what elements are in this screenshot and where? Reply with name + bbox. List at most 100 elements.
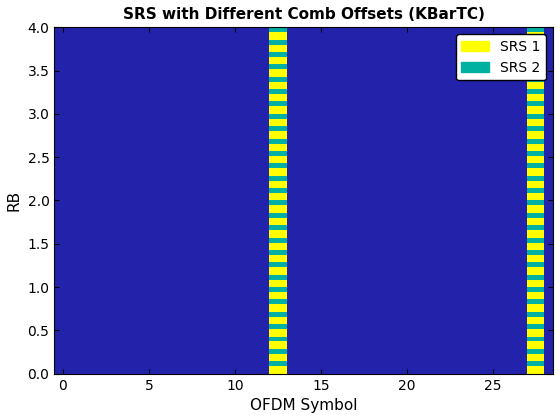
Bar bbox=[269, 280, 287, 287]
Bar bbox=[528, 27, 544, 32]
Bar bbox=[528, 225, 544, 230]
Bar bbox=[269, 366, 287, 374]
Bar bbox=[269, 275, 287, 280]
Bar bbox=[269, 64, 287, 69]
Bar bbox=[269, 230, 287, 238]
Bar bbox=[528, 349, 544, 354]
Bar bbox=[269, 354, 287, 361]
Bar bbox=[269, 255, 287, 262]
Bar bbox=[528, 354, 544, 361]
Bar bbox=[528, 39, 544, 45]
Bar bbox=[528, 238, 544, 242]
Bar bbox=[269, 156, 287, 163]
Bar bbox=[528, 205, 544, 213]
Bar bbox=[269, 188, 287, 193]
Bar bbox=[269, 238, 287, 242]
Bar bbox=[269, 304, 287, 312]
Bar bbox=[528, 94, 544, 102]
Bar bbox=[269, 57, 287, 64]
Bar bbox=[269, 267, 287, 275]
Bar bbox=[269, 181, 287, 188]
Bar bbox=[269, 52, 287, 57]
Bar bbox=[528, 163, 544, 168]
Bar bbox=[269, 250, 287, 255]
Legend: SRS 1, SRS 2: SRS 1, SRS 2 bbox=[456, 34, 546, 80]
Bar bbox=[269, 82, 287, 89]
Bar bbox=[269, 336, 287, 341]
Bar bbox=[528, 336, 544, 341]
Bar bbox=[269, 324, 287, 329]
Bar bbox=[269, 163, 287, 168]
Bar bbox=[528, 218, 544, 225]
Bar bbox=[528, 255, 544, 262]
Bar bbox=[269, 225, 287, 230]
Bar bbox=[528, 151, 544, 156]
Title: SRS with Different Comb Offsets (KBarTC): SRS with Different Comb Offsets (KBarTC) bbox=[123, 7, 484, 22]
Bar bbox=[528, 242, 544, 250]
Bar bbox=[528, 106, 544, 114]
Bar bbox=[528, 329, 544, 336]
Bar bbox=[528, 102, 544, 106]
Bar bbox=[269, 151, 287, 156]
Bar bbox=[269, 144, 287, 151]
Bar bbox=[269, 39, 287, 45]
Bar bbox=[528, 361, 544, 366]
Bar bbox=[269, 312, 287, 317]
Bar bbox=[269, 205, 287, 213]
Bar bbox=[528, 193, 544, 200]
Bar bbox=[528, 341, 544, 349]
Bar bbox=[269, 77, 287, 82]
Bar bbox=[528, 262, 544, 267]
Bar bbox=[269, 329, 287, 336]
Bar bbox=[269, 168, 287, 176]
Bar bbox=[269, 119, 287, 126]
Bar bbox=[269, 287, 287, 292]
Bar bbox=[528, 267, 544, 275]
Bar bbox=[528, 168, 544, 176]
Bar bbox=[269, 126, 287, 131]
Bar bbox=[528, 181, 544, 188]
Bar bbox=[528, 324, 544, 329]
Bar bbox=[269, 176, 287, 181]
Bar bbox=[528, 188, 544, 193]
Bar bbox=[528, 119, 544, 126]
Bar bbox=[528, 89, 544, 94]
Bar bbox=[528, 366, 544, 374]
Bar bbox=[528, 200, 544, 205]
Bar bbox=[528, 176, 544, 181]
Bar bbox=[528, 317, 544, 324]
Bar bbox=[528, 287, 544, 292]
Bar bbox=[528, 32, 544, 39]
Bar bbox=[269, 139, 287, 144]
Bar bbox=[528, 144, 544, 151]
Bar bbox=[269, 317, 287, 324]
Bar bbox=[528, 312, 544, 317]
Bar bbox=[528, 52, 544, 57]
Bar bbox=[269, 32, 287, 39]
Bar bbox=[528, 139, 544, 144]
Bar bbox=[269, 69, 287, 77]
Bar bbox=[528, 280, 544, 287]
Bar bbox=[269, 218, 287, 225]
Bar bbox=[528, 131, 544, 139]
Bar bbox=[269, 89, 287, 94]
Bar bbox=[528, 230, 544, 238]
Bar bbox=[269, 200, 287, 205]
Bar bbox=[269, 193, 287, 200]
Y-axis label: RB: RB bbox=[7, 190, 22, 211]
Bar bbox=[528, 299, 544, 304]
Bar bbox=[269, 94, 287, 102]
Bar bbox=[269, 27, 287, 32]
Bar bbox=[528, 77, 544, 82]
Bar bbox=[269, 341, 287, 349]
Bar bbox=[528, 275, 544, 280]
Bar bbox=[269, 349, 287, 354]
Bar bbox=[269, 45, 287, 52]
Bar bbox=[528, 304, 544, 312]
X-axis label: OFDM Symbol: OFDM Symbol bbox=[250, 398, 357, 413]
Bar bbox=[269, 114, 287, 119]
Bar bbox=[269, 361, 287, 366]
Bar bbox=[528, 45, 544, 52]
Bar bbox=[528, 126, 544, 131]
Bar bbox=[528, 82, 544, 89]
